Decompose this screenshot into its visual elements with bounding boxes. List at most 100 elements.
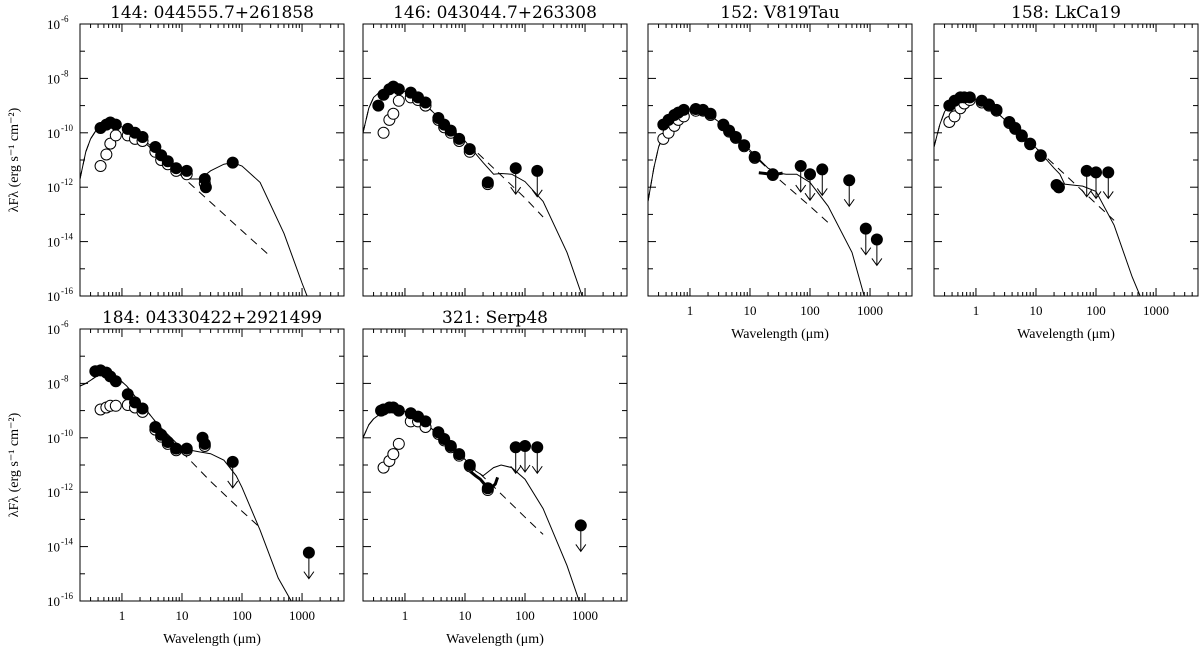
y-tick-exponent: -12: [61, 177, 73, 187]
model-line: [363, 87, 583, 296]
y-tick-exponent: -12: [61, 482, 73, 492]
upper-limit-arrow: [795, 171, 807, 193]
observed-point: [226, 455, 239, 468]
dereddened-point: [94, 160, 107, 173]
y-tick-label: 10: [47, 289, 60, 304]
upper-limit-arrow: [531, 175, 543, 198]
x-tick-label: 100: [515, 608, 535, 623]
observed-point: [1102, 166, 1115, 179]
y-tick-label: 10: [47, 17, 60, 32]
y-axis-label: λFλ (erg s⁻¹ cm⁻²): [7, 412, 22, 517]
plot-frame: [79, 23, 345, 297]
observed-point: [1090, 166, 1103, 179]
observed-point: [463, 143, 476, 156]
y-tick-label: 10: [47, 431, 60, 446]
upper-limit-arrow: [510, 452, 522, 475]
model-line: [363, 409, 580, 601]
x-axis-label: Wavelength (μm): [731, 327, 829, 342]
dereddened-point: [392, 94, 405, 107]
observed-point: [302, 546, 315, 559]
upper-limit-arrow: [843, 185, 855, 208]
observed-point: [509, 162, 522, 175]
dereddened-point: [104, 137, 117, 150]
x-tick-label: 10: [175, 608, 188, 623]
observed-point: [170, 442, 183, 455]
model-line: [934, 96, 1141, 296]
upper-limit-arrow: [519, 450, 531, 473]
y-tick-exponent: -6: [61, 14, 69, 24]
plot-area: [363, 80, 583, 296]
observed-point: [1015, 129, 1028, 142]
observed-point: [704, 107, 717, 120]
y-tick-label: 10: [47, 594, 60, 609]
y-tick-exponent: -16: [61, 286, 73, 296]
sed-panel-5: 184: 04330422+2921499 1 10 100 1000 Wavelengt…: [7, 308, 345, 647]
observed-point: [372, 99, 385, 112]
x-tick-label: 1000: [1143, 303, 1169, 318]
x-tick-label: 100: [1086, 303, 1106, 318]
plot-area: [80, 364, 315, 601]
x-tick-label: 1000: [289, 608, 315, 623]
observed-point: [870, 233, 883, 246]
plot-frame: [362, 328, 628, 602]
observed-point: [766, 168, 779, 181]
observed-point: [531, 441, 544, 454]
model-line: [648, 108, 865, 296]
plot-frame: [647, 23, 913, 297]
plot-frame: [79, 328, 345, 602]
observed-point: [453, 132, 466, 145]
observed-point: [226, 156, 239, 169]
observed-point: [109, 118, 122, 131]
observed-point: [180, 442, 193, 455]
x-tick-label: 1: [119, 608, 126, 623]
observed-point: [677, 103, 690, 116]
plot-frame: [933, 23, 1199, 297]
y-tick-label: 10: [47, 485, 60, 500]
upper-limit-arrow: [227, 466, 239, 489]
upper-limit-arrow: [303, 557, 315, 580]
x-axis-label: Wavelength (μm): [163, 632, 261, 647]
x-tick-label: 1: [973, 303, 980, 318]
observed-point: [748, 150, 761, 163]
observed-point: [444, 439, 457, 452]
upper-limit-arrow: [804, 179, 816, 202]
y-tick-exponent: -14: [61, 537, 73, 547]
observed-point: [859, 222, 872, 235]
observed-point: [463, 459, 476, 471]
observed-point: [531, 164, 544, 177]
photosphere-line: [934, 96, 1115, 221]
observed-point: [180, 164, 193, 177]
observed-point: [109, 375, 122, 388]
observed-point: [481, 482, 494, 495]
observed-point: [1009, 122, 1022, 135]
x-tick-label: 1: [402, 608, 409, 623]
observed-point: [170, 162, 183, 175]
sed-panel-4: 158: LkCa19 1 10 100 1000 Wavelength (μm): [933, 3, 1199, 342]
observed-point: [198, 437, 211, 450]
observed-point: [794, 160, 807, 173]
plot-area: [934, 91, 1141, 296]
y-tick-label: 10: [47, 71, 60, 86]
model-line: [80, 122, 308, 296]
panel-title: 184: 04330422+2921499: [102, 308, 322, 328]
panel-title: 144: 044555.7+261858: [110, 3, 314, 23]
x-tick-label: 100: [232, 608, 252, 623]
y-tick-exponent: -10: [61, 428, 73, 438]
y-tick-exponent: -8: [61, 68, 69, 78]
dereddened-point: [377, 126, 390, 139]
y-tick-label: 10: [47, 540, 60, 555]
y-tick-label: 10: [47, 376, 60, 391]
y-tick-label: 10: [47, 235, 60, 250]
y-tick-exponent: -16: [61, 591, 73, 601]
x-axis-label: Wavelength (μm): [1017, 327, 1115, 342]
dereddened-point: [387, 107, 400, 120]
y-tick-exponent: -14: [61, 232, 73, 242]
panel-title: 321: Serp48: [442, 308, 548, 328]
upper-limit-arrow: [1090, 177, 1102, 200]
dereddened-point: [387, 448, 400, 461]
dereddened-point: [100, 148, 113, 161]
y-tick-exponent: -6: [61, 319, 69, 329]
observed-point: [519, 439, 532, 452]
x-tick-label: 100: [800, 303, 820, 318]
